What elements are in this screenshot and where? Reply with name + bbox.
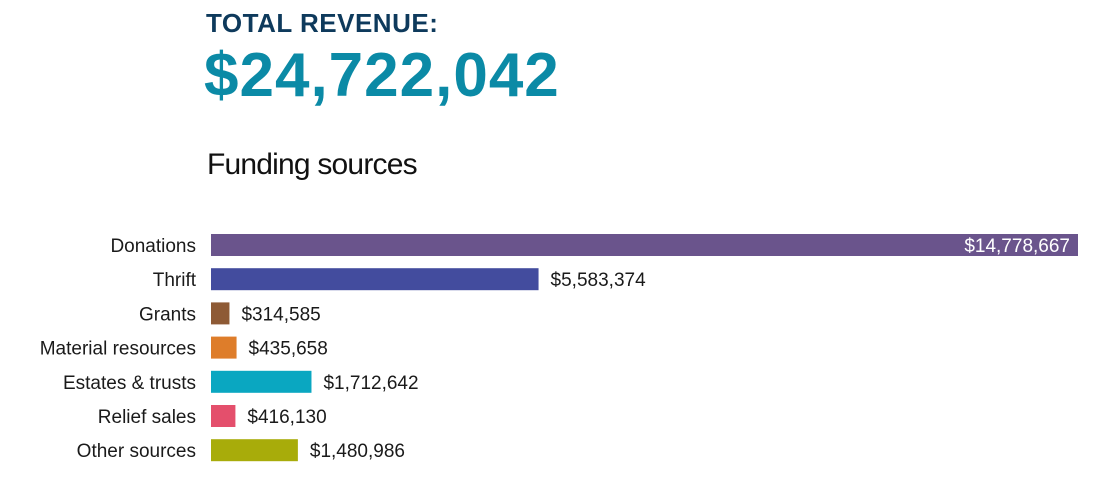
- bar-estates-trusts: [211, 370, 312, 393]
- category-label-estates-trusts: Estates & trusts: [63, 373, 196, 394]
- bar-other-sources: [211, 439, 298, 462]
- value-label-material-resources: $435,658: [249, 339, 328, 360]
- value-label-other-sources: $1,480,986: [310, 441, 405, 462]
- chart-title: Funding sources: [207, 148, 418, 181]
- category-label-grants: Grants: [139, 304, 196, 325]
- category-label-donations: Donations: [110, 236, 196, 257]
- value-label-relief-sales: $416,130: [247, 407, 326, 428]
- total-revenue-label: TOTAL REVENUE:: [206, 8, 439, 38]
- total-revenue-value: $24,722,042: [204, 41, 560, 110]
- category-label-material-resources: Material resources: [40, 339, 196, 360]
- bar-grants: [211, 302, 230, 325]
- value-label-grants: $314,585: [241, 304, 320, 325]
- category-label-thrift: Thrift: [153, 270, 197, 291]
- value-label-estates-trusts: $1,712,642: [323, 373, 418, 394]
- category-label-other-sources: Other sources: [77, 441, 196, 462]
- bar-relief-sales: [211, 405, 236, 427]
- value-label-thrift: $5,583,374: [551, 270, 647, 291]
- category-label-relief-sales: Relief sales: [98, 407, 196, 428]
- bar-thrift: [211, 268, 539, 291]
- bar-donations: [211, 234, 1078, 256]
- value-label-donations: $14,778,667: [964, 236, 1070, 257]
- bar-material-resources: [211, 336, 237, 359]
